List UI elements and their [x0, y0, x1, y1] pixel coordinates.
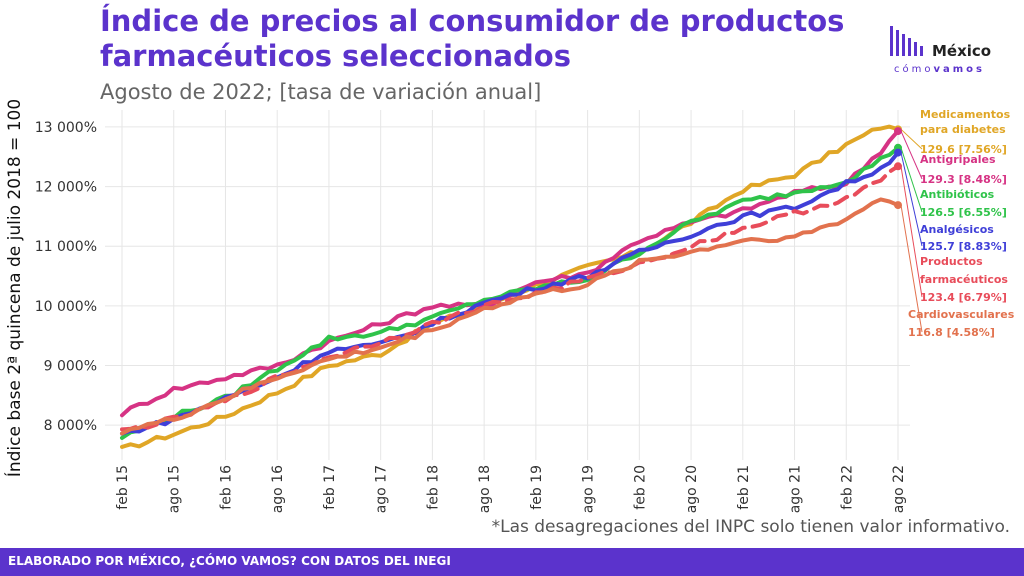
- x-tick-label: ago 18: [477, 465, 493, 513]
- series-label: Antibióticos: [920, 188, 995, 201]
- series-end-point: [894, 148, 902, 157]
- y-axis-ticks: 8 000% 9 000% 10 000% 11 000% 12 000% 13 000%: [35, 120, 97, 434]
- footer-credit: ELABORADO POR MÉXICO, ¿CÓMO VAMOS? CON D…: [8, 554, 451, 568]
- series-end-point: [894, 127, 902, 136]
- page-title: Índice de precios al consumidor de produ…: [100, 4, 845, 73]
- logo-tagline-prefix: cómo: [894, 64, 934, 75]
- brand-logo: México cómovamos: [888, 22, 1008, 86]
- y-tick-label: 9 000%: [44, 359, 97, 375]
- series-end-point: [894, 162, 902, 171]
- y-tick-label: 8 000%: [44, 418, 97, 434]
- series-end-point: [894, 201, 902, 210]
- x-tick-label: ago 19: [581, 465, 597, 513]
- x-tick-label: feb 15: [115, 465, 131, 510]
- y-tick-label: 11 000%: [35, 239, 97, 255]
- x-tick-label: feb 17: [322, 465, 338, 510]
- x-tick-label: feb 21: [736, 465, 752, 510]
- x-tick-label: ago 22: [891, 465, 907, 513]
- logo-name: México: [932, 42, 992, 60]
- x-tick-label: ago 16: [270, 465, 286, 513]
- series-label: 126.5 [6.55%]: [920, 206, 1007, 219]
- series-label: Medicamentos: [920, 108, 1011, 121]
- series-label: para diabetes: [920, 123, 1006, 136]
- x-tick-label: feb 22: [839, 465, 855, 510]
- series-label: farmacéuticos: [920, 273, 1008, 286]
- x-tick-label: feb 18: [425, 465, 441, 510]
- y-tick-label: 13 000%: [35, 120, 97, 136]
- series-label: 125.7 [8.83%]: [920, 240, 1007, 253]
- x-tick-label: feb 20: [632, 465, 648, 510]
- y-axis-label: Índice base 2ª quincena de julio 2018 = …: [3, 99, 25, 477]
- footnote: *Las desagregaciones del INPC solo tiene…: [491, 517, 1010, 537]
- logo-tagline: cómovamos: [894, 64, 985, 75]
- series-line: [120, 129, 900, 418]
- logo-tagline-suffix: vamos: [933, 64, 985, 75]
- page-subtitle: Agosto de 2022; [tasa de variación anual…: [100, 80, 542, 104]
- series-label: 123.4 [6.79%]: [920, 291, 1007, 304]
- x-axis-ticks: feb 15 ago 15 feb 16 ago 16 feb 17 ago 17 feb …: [115, 465, 907, 513]
- y-tick-label: 10 000%: [35, 299, 97, 315]
- x-tick-label: feb 19: [529, 465, 545, 510]
- label-leader-line: [900, 128, 923, 150]
- series-line: [120, 145, 900, 440]
- footer-bar: ELABORADO POR MÉXICO, ¿CÓMO VAMOS? CON D…: [0, 548, 1024, 576]
- x-tick-label: feb 16: [218, 465, 234, 510]
- series-label: 116.8 [4.58%]: [908, 326, 995, 339]
- x-tick-label: ago 17: [374, 465, 390, 513]
- label-leader-line: [900, 152, 923, 247]
- series-line: [120, 164, 900, 432]
- y-tick-label: 12 000%: [35, 180, 97, 196]
- x-tick-label: ago 15: [167, 465, 183, 513]
- series-label: 129.3 [8.48%]: [920, 173, 1007, 186]
- series-line: [120, 124, 900, 449]
- logo-bars-icon: [890, 26, 923, 56]
- label-leader-line: [900, 166, 923, 298]
- label-leader-line: [900, 130, 923, 180]
- label-leader-line: [900, 204, 923, 333]
- series-label: Antigripales: [920, 153, 996, 166]
- series-lines: [120, 124, 923, 449]
- x-tick-label: ago 21: [788, 465, 804, 513]
- price-index-chart: 8 000% 9 000% 10 000% 11 000% 12 000% 13 000%…: [3, 99, 1015, 513]
- label-leader-line: [900, 147, 923, 213]
- grid-lines: [105, 110, 910, 460]
- series-line: [120, 197, 900, 436]
- series-label: 129.6 [7.56%]: [920, 143, 1007, 156]
- x-tick-label: ago 20: [684, 465, 700, 513]
- series-label: Analgésicos: [920, 223, 994, 236]
- series-label: Productos: [920, 255, 983, 268]
- series-label: Cardiovasculares: [908, 308, 1015, 321]
